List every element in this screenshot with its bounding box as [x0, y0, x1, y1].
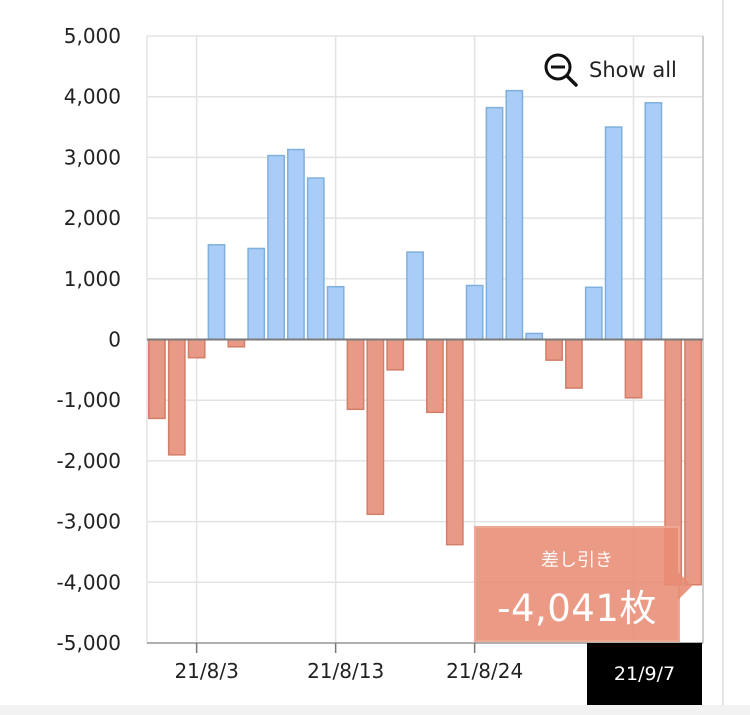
bar-negative[interactable] — [386, 338, 405, 371]
y-axis-ticks: 5,000 4,000 3,000 2,000 1,000 0 -1,000 -2,000 -3… — [57, 24, 121, 655]
bar-positive[interactable] — [267, 154, 285, 341]
y-tick-label: 1,000 — [64, 267, 121, 291]
bar-negative[interactable] — [545, 338, 563, 361]
bar-positive[interactable] — [287, 148, 305, 341]
x-axis-crosshair-label: 21/9/7 — [587, 643, 702, 705]
bar-positive[interactable] — [326, 285, 345, 341]
bar-positive[interactable] — [406, 251, 424, 341]
panel-border — [722, 0, 724, 715]
x-axis-ticks: 21/8/3 21/8/13 21/8/24 — [174, 643, 523, 683]
x-tick-label: 21/8/24 — [446, 659, 523, 683]
bar-positive[interactable] — [247, 247, 266, 341]
bar-negative[interactable] — [366, 338, 385, 516]
show-all-label: Show all — [589, 58, 677, 82]
y-tick-label: -5,000 — [57, 631, 121, 655]
bar-negative[interactable] — [565, 338, 583, 389]
bar-negative[interactable] — [426, 338, 444, 414]
zoom-out-icon — [543, 52, 579, 88]
show-all-button[interactable]: Show all — [543, 52, 677, 88]
bar-negative[interactable] — [148, 338, 166, 420]
y-tick-label: -2,000 — [57, 449, 121, 473]
bar-negative[interactable] — [167, 338, 186, 456]
bars — [147, 89, 703, 586]
bar-positive[interactable] — [584, 286, 603, 341]
bar-negative[interactable] — [624, 338, 643, 399]
bar-positive[interactable] — [207, 244, 226, 341]
bar-positive[interactable] — [505, 89, 524, 341]
value-tooltip: 差し引き -4,041枚 — [474, 526, 680, 642]
tooltip-pointer — [678, 572, 692, 600]
y-tick-label: -1,000 — [57, 388, 121, 412]
bar-positive[interactable] — [644, 102, 663, 341]
tooltip-value: -4,041枚 — [497, 587, 657, 630]
y-tick-label: -3,000 — [57, 510, 121, 534]
x-crosshair-label: 21/9/7 — [613, 663, 676, 685]
bar-positive[interactable] — [485, 106, 504, 341]
x-tick-label: 21/8/3 — [174, 659, 238, 683]
y-tick-label: 5,000 — [64, 24, 121, 48]
y-tick-label: 4,000 — [64, 85, 121, 109]
x-tick-label: 21/8/13 — [307, 659, 384, 683]
bar-positive[interactable] — [604, 126, 623, 341]
tooltip-label: 差し引き — [541, 550, 613, 571]
bar-positive[interactable] — [465, 284, 484, 341]
y-tick-label: -4,000 — [57, 570, 121, 594]
y-tick-label: 2,000 — [64, 206, 121, 230]
bar-positive[interactable] — [306, 177, 325, 341]
y-tick-label: 0 — [108, 328, 121, 352]
y-tick-label: 3,000 — [64, 145, 121, 169]
panel-bottom-strip — [0, 705, 750, 715]
bar-negative[interactable] — [684, 338, 702, 586]
bar-negative[interactable] — [187, 338, 206, 359]
bar-negative[interactable] — [445, 338, 464, 546]
bar-negative[interactable] — [227, 338, 246, 348]
bar-negative[interactable] — [346, 338, 365, 411]
